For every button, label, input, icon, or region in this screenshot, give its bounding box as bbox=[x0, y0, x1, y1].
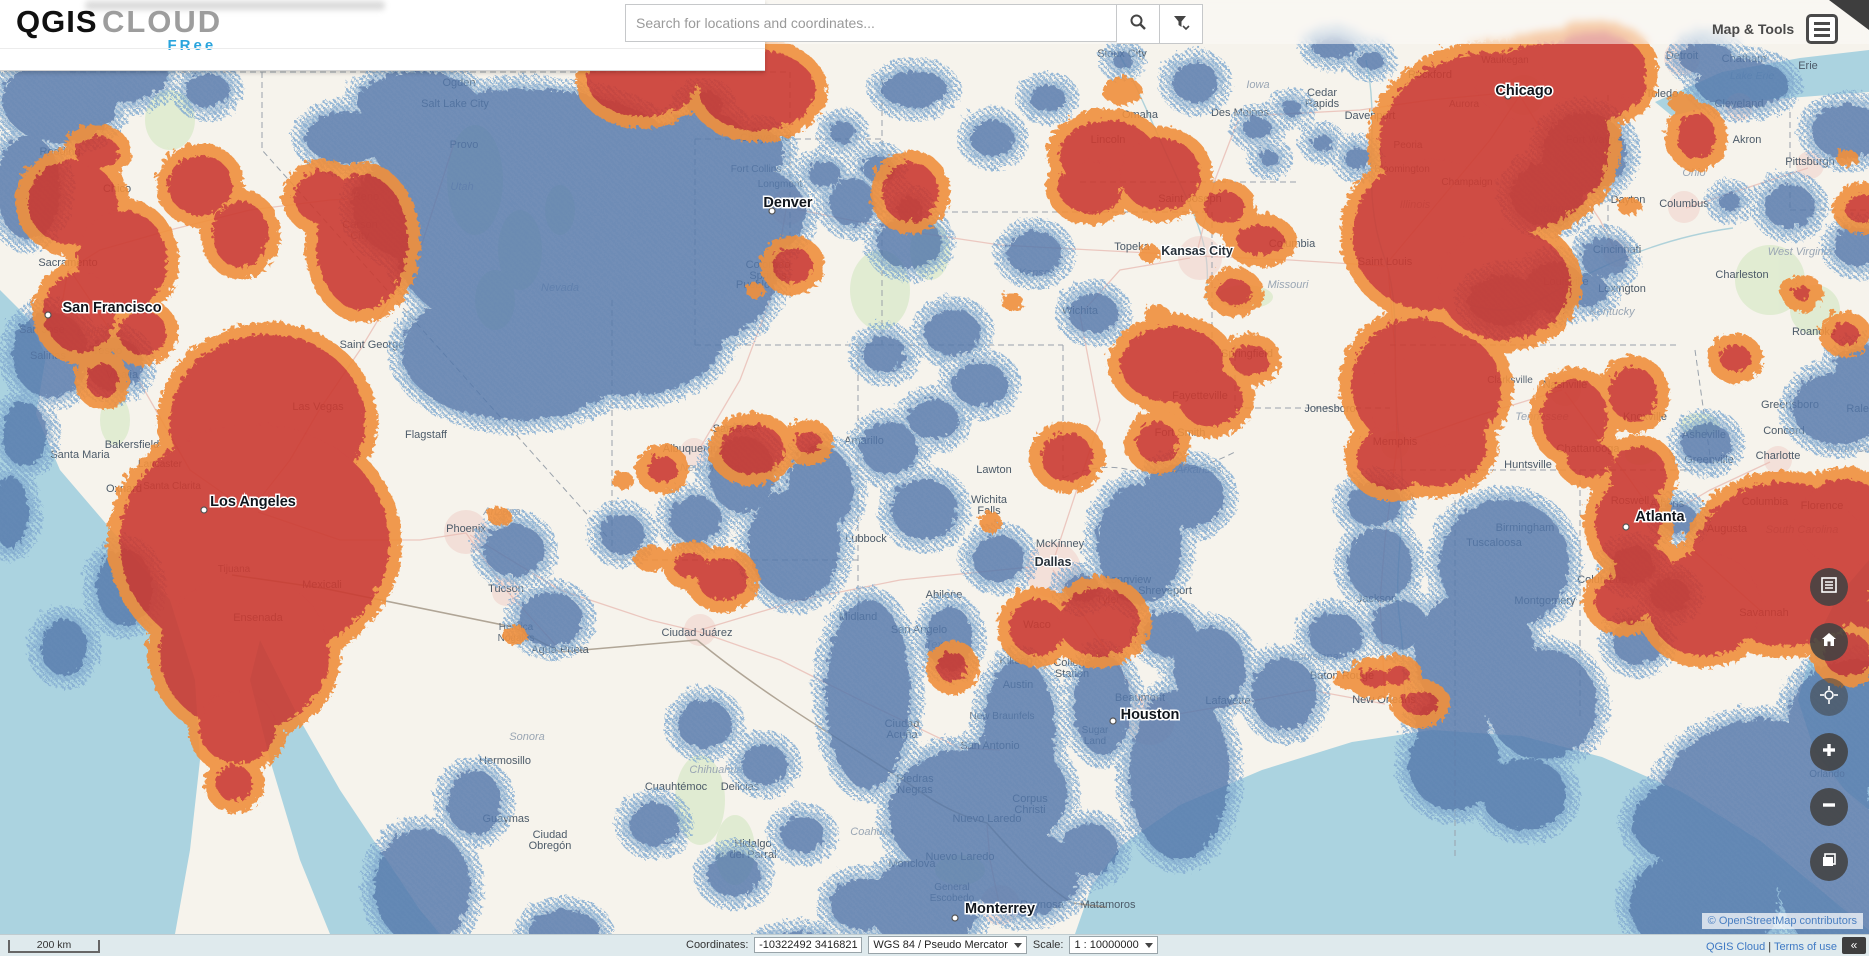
logo-panel-rule bbox=[0, 48, 765, 49]
map-tool-locate-button[interactable] bbox=[1810, 678, 1848, 716]
crs-select[interactable]: WGS 84 / Pseudo Mercator bbox=[868, 936, 1027, 954]
home-icon bbox=[1820, 631, 1838, 654]
scale-select[interactable]: 1 : 10000000 bbox=[1069, 936, 1158, 954]
coordinates-input[interactable] bbox=[754, 937, 863, 953]
city-label: McKinney bbox=[1036, 538, 1085, 550]
city-label: Matamoros bbox=[1080, 899, 1136, 911]
city-label: Santa Maria bbox=[50, 449, 110, 461]
qgis-cloud-link[interactable]: QGIS Cloud bbox=[1705, 941, 1766, 953]
collapse-bar-button[interactable]: « bbox=[1842, 937, 1866, 954]
chevron-down-icon bbox=[1144, 942, 1153, 948]
city-label: Denver bbox=[763, 195, 813, 211]
city-label: Dallas bbox=[1035, 555, 1072, 569]
city-label: Ciudad Obregón bbox=[529, 829, 572, 852]
major-labels: Chicago Denver San Francisco Los Angeles Hou… bbox=[44, 82, 1687, 922]
city-label: Ohio bbox=[1682, 167, 1705, 179]
city-label: Akron bbox=[1733, 134, 1762, 146]
red-heat-layer bbox=[13, 18, 1869, 811]
footer-links: QGIS Cloud | Terms of use bbox=[1706, 941, 1837, 953]
coordinate-controls: Coordinates: WGS 84 / Pseudo Mercator Sc… bbox=[686, 936, 1158, 954]
city-label: Bakersfield bbox=[105, 439, 159, 451]
map-tools-header: Map & Tools bbox=[1712, 14, 1839, 44]
status-bar: 200 km Coordinates: WGS 84 / Pseudo Merc… bbox=[0, 934, 1869, 956]
city-label: Flagstaff bbox=[405, 429, 448, 441]
city-label: Iowa bbox=[1246, 79, 1269, 91]
map-tool-home-button[interactable] bbox=[1810, 623, 1848, 661]
plus-icon bbox=[1820, 741, 1838, 764]
city-label: Erie bbox=[1798, 60, 1818, 72]
city-label: Sonora bbox=[509, 731, 544, 743]
city-label: Monterrey bbox=[965, 901, 1035, 917]
layers-icon bbox=[1820, 851, 1838, 874]
city-label: Missouri bbox=[1268, 279, 1310, 291]
search-bar bbox=[625, 4, 1203, 44]
magnifier-icon bbox=[1129, 13, 1147, 36]
city-label: Charleston bbox=[1715, 269, 1768, 281]
logo-free-text: FRee bbox=[167, 37, 217, 54]
city-label: Lubbock bbox=[845, 533, 887, 545]
logo-qgis-text: QGIS bbox=[16, 4, 98, 39]
city-label: Houston bbox=[1121, 707, 1180, 723]
map-tool-layers-button[interactable] bbox=[1810, 843, 1848, 881]
city-label: Kansas City bbox=[1161, 244, 1233, 258]
redacted-text bbox=[85, 1, 385, 10]
city-label: Chicago bbox=[1495, 83, 1552, 99]
scale-label: Scale: bbox=[1032, 939, 1064, 951]
map-tool-zoom-in-button[interactable] bbox=[1810, 733, 1848, 771]
map-tool-zoom-out-button[interactable] bbox=[1810, 788, 1848, 826]
terms-link[interactable]: Terms of use bbox=[1774, 941, 1837, 953]
city-label: Huntsville bbox=[1504, 459, 1552, 471]
map-tool-column bbox=[1810, 568, 1848, 881]
link-separator: | bbox=[1765, 941, 1775, 953]
chevron-down-icon bbox=[1013, 942, 1022, 948]
funnel-icon bbox=[1171, 12, 1191, 37]
map-tool-legend-button[interactable] bbox=[1810, 568, 1848, 606]
city-label: San Francisco bbox=[62, 300, 161, 316]
search-filter-button[interactable] bbox=[1160, 4, 1203, 44]
city-label: West Virginia bbox=[1768, 246, 1832, 258]
city-label: Atlanta bbox=[1635, 509, 1685, 525]
search-button[interactable] bbox=[1117, 4, 1160, 44]
scale-bar: 200 km bbox=[8, 940, 100, 953]
crosshair-icon bbox=[1819, 685, 1839, 710]
corner-triangle bbox=[1829, 0, 1869, 30]
map-tools-label: Map & Tools bbox=[1712, 21, 1795, 37]
qgis-cloud-logo[interactable]: QGIS CLOUD FRee bbox=[16, 6, 222, 53]
city-label: Charlotte bbox=[1756, 450, 1801, 462]
city-label: Los Angeles bbox=[210, 494, 296, 510]
heatmap-svg: SacramentoSan JoseSalinasFresnoVisaliaSa… bbox=[0, 18, 1869, 934]
city-label: Ciudad Juárez bbox=[662, 627, 733, 639]
osm-attribution[interactable]: © OpenStreetMap contributors bbox=[1701, 913, 1863, 929]
legend-list-icon bbox=[1820, 576, 1838, 599]
map-canvas[interactable]: SacramentoSan JoseSalinasFresnoVisaliaSa… bbox=[0, 0, 1869, 934]
minus-icon bbox=[1820, 796, 1838, 819]
city-label: Columbus bbox=[1659, 198, 1709, 210]
coordinates-label: Coordinates: bbox=[686, 939, 749, 951]
search-input[interactable] bbox=[625, 4, 1117, 42]
logo-cloud-text: CLOUD bbox=[101, 4, 223, 39]
city-label: Lawton bbox=[976, 464, 1011, 476]
